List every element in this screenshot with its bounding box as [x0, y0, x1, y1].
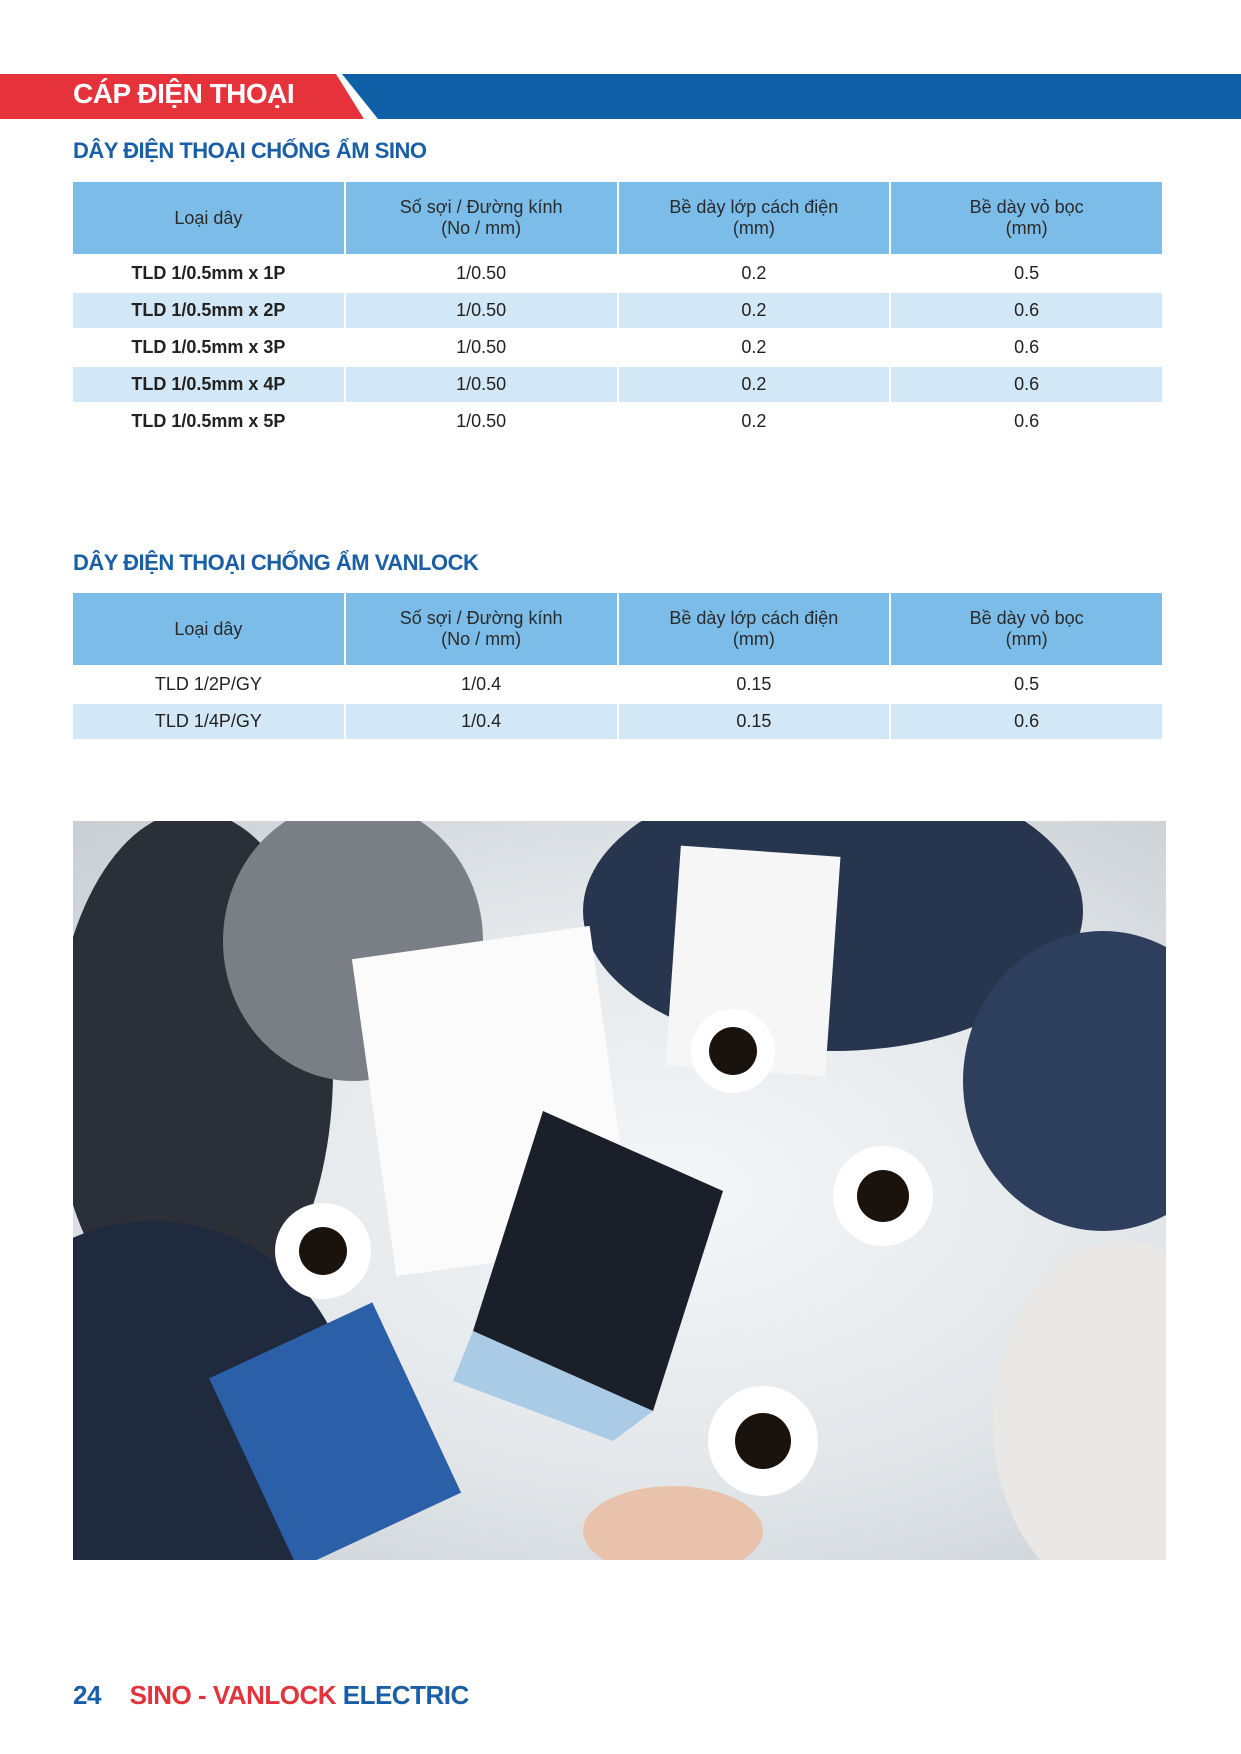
strands-cell: 1/0.50: [345, 402, 617, 439]
brand-sino: SINO: [129, 1680, 192, 1710]
cable-type-cell: TLD 1/4P/GY: [73, 702, 344, 739]
col-sheath: Bề dày vỏ bọc (mm): [891, 593, 1162, 665]
sheath-cell: 0.6: [891, 291, 1162, 328]
strands-cell: 1/0.4: [345, 665, 617, 702]
col-sheath: Bề dày vỏ bọc (mm): [891, 182, 1162, 254]
insulation-cell: 0.15: [618, 665, 890, 702]
brand-dash: -: [197, 1680, 207, 1710]
page-number: 24: [73, 1680, 101, 1710]
cable-type-cell: TLD 1/0.5mm x 4P: [73, 365, 344, 402]
col-cable-type: Loại dây: [73, 182, 344, 254]
table-header: Loại dây Số sợi / Đường kính (No / mm) Bề…: [73, 593, 1162, 665]
banner-shape: [0, 74, 1241, 119]
insulation-cell: 0.2: [618, 291, 890, 328]
page-footer: 24 SINO - VANLOCK ELECTRIC: [73, 1680, 469, 1711]
strands-cell: 1/0.50: [345, 365, 617, 402]
sheath-cell: 0.6: [891, 365, 1162, 402]
brand-electric: ELECTRIC: [342, 1680, 470, 1710]
insulation-cell: 0.2: [618, 365, 890, 402]
insulation-cell: 0.15: [618, 702, 890, 739]
table-header: Loại dây Số sợi / Đường kính (No / mm) Bề…: [73, 182, 1162, 254]
sino-table-title: DÂY ĐIỆN THOẠI CHỐNG ẨM SINO: [73, 138, 427, 163]
sheath-cell: 0.6: [891, 702, 1162, 739]
section-title: CÁP ĐIỆN THOẠI: [73, 78, 295, 109]
table-row: TLD 1/0.5mm x 1P 1/0.50 0.2 0.5: [73, 254, 1162, 291]
insulation-cell: 0.2: [618, 328, 890, 365]
business-meeting-photo: [73, 821, 1166, 1560]
cable-type-cell: TLD 1/0.5mm x 2P: [73, 291, 344, 328]
brand-vanlock: VANLOCK: [212, 1680, 337, 1710]
table-row: TLD 1/4P/GY 1/0.4 0.15 0.6: [73, 702, 1162, 739]
vanlock-table-title: DÂY ĐIỆN THOẠI CHỐNG ẨM VANLOCK: [73, 550, 479, 575]
cable-type-cell: TLD 1/2P/GY: [73, 665, 344, 702]
cable-type-cell: TLD 1/0.5mm x 1P: [73, 254, 344, 291]
sheath-cell: 0.5: [891, 665, 1162, 702]
table-row: TLD 1/0.5mm x 2P 1/0.50 0.2 0.6: [73, 291, 1162, 328]
table-row: TLD 1/0.5mm x 3P 1/0.50 0.2 0.6: [73, 328, 1162, 365]
strands-cell: 1/0.50: [345, 328, 617, 365]
table-row: TLD 1/2P/GY 1/0.4 0.15 0.5: [73, 665, 1162, 702]
strands-cell: 1/0.50: [345, 254, 617, 291]
strands-cell: 1/0.4: [345, 702, 617, 739]
sheath-cell: 0.6: [891, 402, 1162, 439]
insulation-cell: 0.2: [618, 254, 890, 291]
cable-type-cell: TLD 1/0.5mm x 5P: [73, 402, 344, 439]
sheath-cell: 0.6: [891, 328, 1162, 365]
vanlock-spec-table: Loại dây Số sợi / Đường kính (No / mm) Bề…: [71, 593, 1164, 739]
insulation-cell: 0.2: [618, 402, 890, 439]
col-strands: Số sợi / Đường kính (No / mm): [345, 593, 617, 665]
col-strands: Số sợi / Đường kính (No / mm): [345, 182, 617, 254]
sino-spec-table: Loại dây Số sợi / Đường kính (No / mm) Bề…: [71, 182, 1164, 439]
sheath-cell: 0.5: [891, 254, 1162, 291]
table-row: TLD 1/0.5mm x 5P 1/0.50 0.2 0.6: [73, 402, 1162, 439]
col-insulation: Bề dày lớp cách điện (mm): [618, 593, 890, 665]
cable-type-cell: TLD 1/0.5mm x 3P: [73, 328, 344, 365]
table-row: TLD 1/0.5mm x 4P 1/0.50 0.2 0.6: [73, 365, 1162, 402]
col-insulation: Bề dày lớp cách điện (mm): [618, 182, 890, 254]
col-cable-type: Loại dây: [73, 593, 344, 665]
strands-cell: 1/0.50: [345, 291, 617, 328]
section-banner: [0, 74, 1241, 119]
